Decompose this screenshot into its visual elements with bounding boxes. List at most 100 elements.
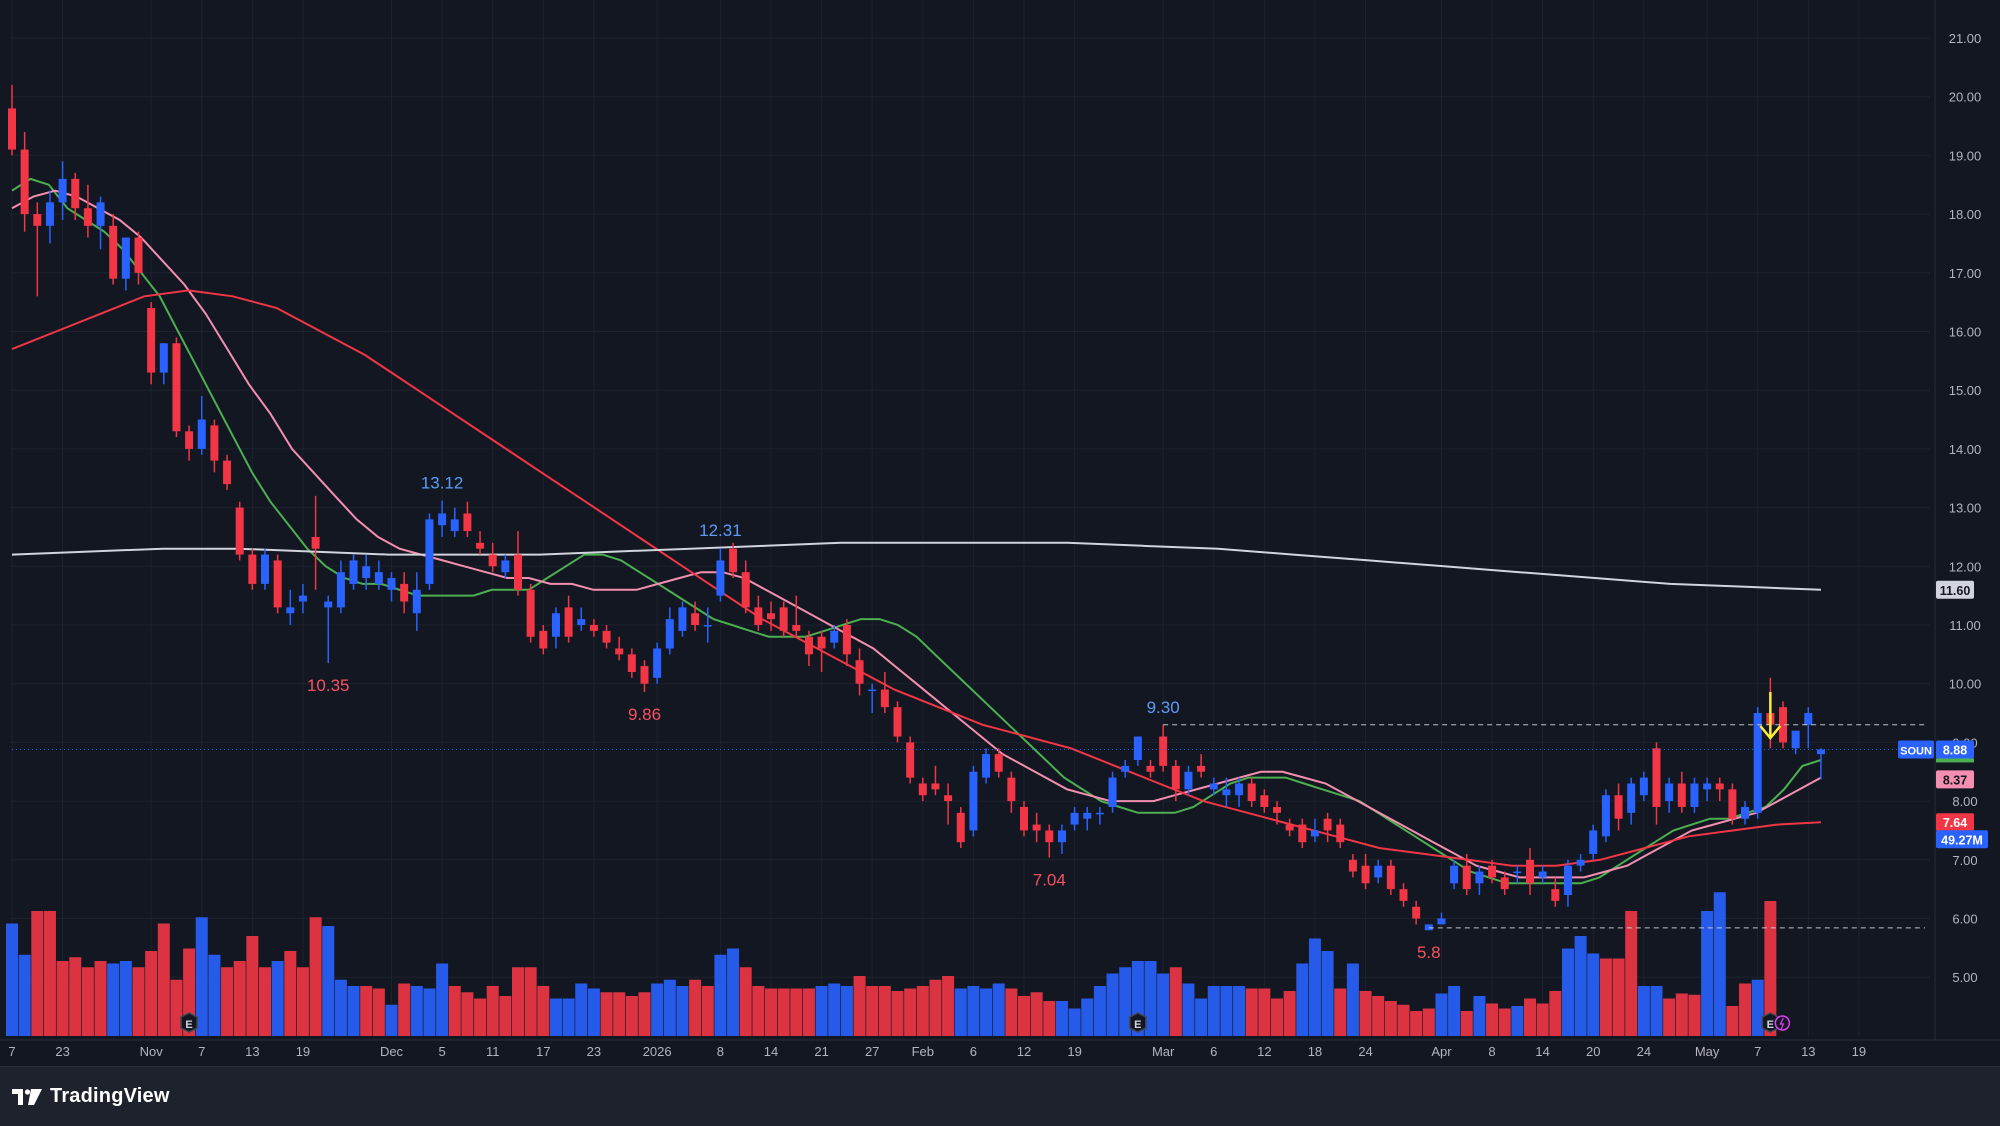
candle [1816,748,1825,780]
volume-bar [94,961,107,1036]
candle [438,500,447,537]
chart-canvas[interactable]: 13.12 10.35 12.31 9.86 7.04 9.30 5.8 E E E 5.00 6.0… [0,0,2000,1066]
candle-body [703,625,712,627]
candle [1032,812,1041,843]
x-tick-label: 14 [1535,1044,1549,1059]
candle [1399,883,1408,907]
candle-body [1437,918,1446,925]
candle [830,625,839,649]
candle [1538,865,1547,884]
volume-bar [562,998,575,1036]
candle-body [804,636,813,655]
moving-averages [11,177,1822,885]
candle-body [1007,777,1016,802]
earnings-label: E [1134,1019,1141,1031]
volume-bar [1144,961,1157,1036]
candle-body [627,654,636,672]
volume-bar [347,986,360,1036]
volume-bar [221,967,234,1036]
volume-bar [398,983,411,1036]
volume-bar [1574,936,1587,1036]
candle-body [1551,889,1560,901]
annotation-label: 9.86 [628,705,661,724]
volume-bar [524,967,537,1036]
x-tick-label: 24 [1358,1044,1372,1059]
volume-bar [1372,996,1385,1036]
candle [400,572,409,614]
volume-bar [727,948,740,1036]
candle-body [880,689,889,708]
price-tag: 8.88 SOUN [1898,740,1974,763]
volume-bar [1068,1008,1081,1036]
candle-body [817,636,826,649]
candle-body [539,630,548,649]
candle-body [1323,818,1332,831]
candle [476,531,485,555]
volume-bar [1081,998,1094,1036]
candle [779,601,788,637]
candle [1336,818,1345,849]
candle-body [1791,730,1800,749]
candle-body [1741,806,1750,819]
candle-body [1032,824,1041,831]
candle [1222,777,1231,807]
candle-body [1361,865,1370,884]
candle [691,601,700,631]
volume-bar [1157,973,1170,1036]
x-tick-label: Nov [140,1044,164,1059]
price-tag-bg [1936,740,1974,759]
volume-bar [916,986,929,1036]
volume-bar [929,979,942,1036]
volume-bar [296,967,309,1036]
candle [1614,783,1623,831]
candle [1551,877,1560,907]
candle-body [1121,765,1130,772]
y-tick-label: 8.00 [1952,794,1977,809]
volume-bar [145,951,158,1036]
alert-arrow-icon [1759,692,1782,740]
candle-body [134,237,143,273]
candle [994,748,1003,778]
price-tag: 11.60 [1936,580,1974,599]
volume-bar [1612,958,1625,1036]
candle [1639,771,1648,802]
volume-bar [512,967,524,1036]
candle [58,161,67,220]
candle-body [1273,806,1281,813]
candle-body [425,519,434,584]
volume-bar [1422,1008,1435,1036]
candle [1462,853,1471,896]
candle [1450,859,1459,890]
candle [1020,801,1028,837]
candle [893,701,902,743]
candle-body [336,572,345,608]
tradingview-brand[interactable]: TradingView [12,1085,170,1108]
candle [450,507,459,537]
candle [1374,859,1383,884]
y-tick-label: 14.00 [1949,442,1982,457]
volume-bar [1473,996,1486,1036]
ma-line [11,289,1822,867]
candle [526,583,535,643]
x-tick-label: Apr [1431,1044,1452,1059]
volume-bar [1764,901,1777,1036]
volume-bar [752,986,765,1036]
candle-body [615,648,624,655]
volume-bar [1739,983,1752,1036]
event-badge-icon [1774,1015,1791,1031]
candle-body [298,595,307,602]
x-tick-label: 8 [717,1044,724,1059]
candle [1526,848,1534,896]
y-tick-label: 6.00 [1952,912,1977,927]
volume-bar [1410,1011,1423,1036]
candle-body [855,660,864,684]
y-tick-label: 5.00 [1952,970,1977,985]
price-tag-text: 8.37 [1943,773,1967,787]
volume-bar [1093,986,1106,1036]
candle-body [1728,789,1737,819]
candle [1184,765,1193,796]
x-tick-label: 19 [296,1044,310,1059]
volume-bar [461,992,474,1036]
x-tick-label: 20 [1586,1044,1600,1059]
